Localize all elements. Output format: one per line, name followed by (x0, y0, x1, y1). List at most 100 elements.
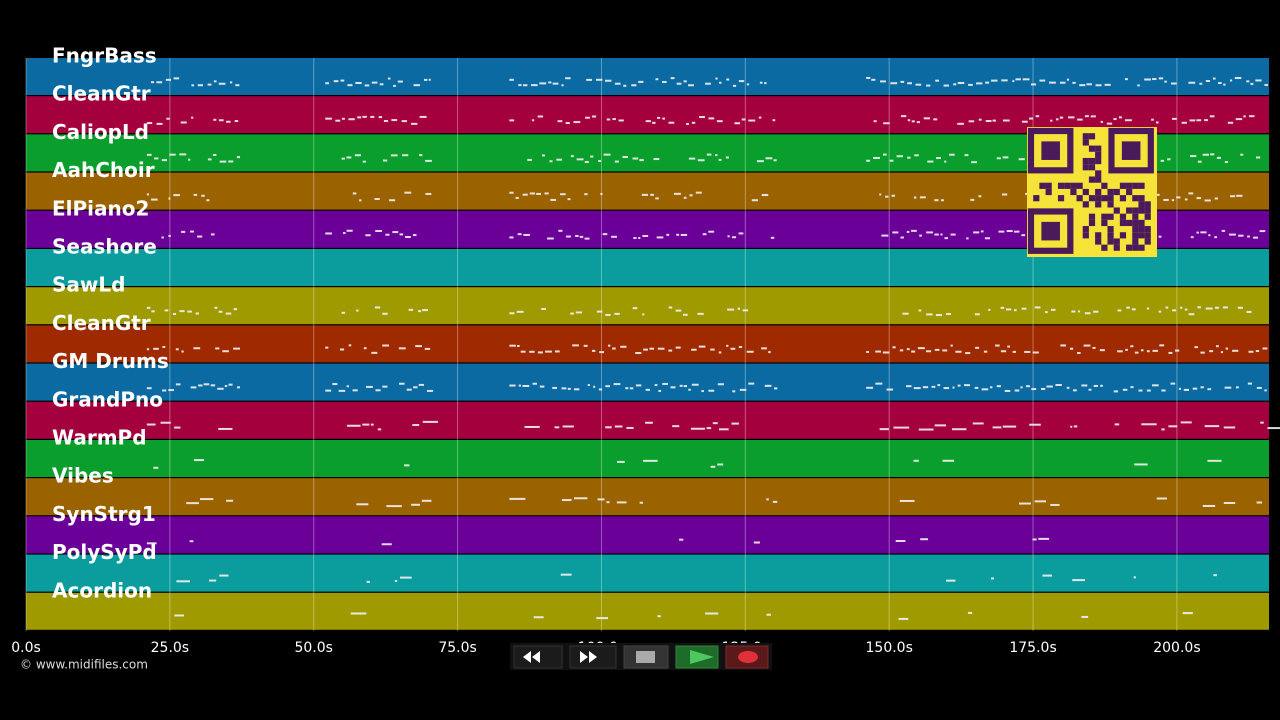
note (732, 84, 737, 87)
note (156, 81, 163, 84)
note (643, 348, 648, 351)
note (1184, 198, 1188, 201)
note (866, 159, 871, 162)
note (866, 76, 871, 79)
note (375, 230, 382, 233)
qr-cell (1082, 201, 1089, 208)
note (911, 120, 915, 123)
note (773, 159, 777, 162)
qr-cell (1082, 133, 1089, 140)
note (392, 231, 399, 234)
note (985, 120, 992, 123)
note (1030, 83, 1037, 86)
note (168, 197, 171, 200)
stop-button[interactable] (623, 645, 669, 669)
note (614, 312, 620, 315)
note (522, 384, 530, 387)
note (1217, 82, 1222, 85)
note (1079, 84, 1086, 87)
note (1146, 389, 1151, 392)
note (164, 309, 169, 312)
note (919, 196, 926, 199)
note (1214, 236, 1218, 239)
note (1106, 122, 1113, 125)
note (370, 115, 375, 118)
note (625, 387, 629, 390)
note (731, 236, 737, 239)
qr-cell (1138, 182, 1145, 189)
note (706, 427, 712, 430)
qr-finder (1041, 141, 1060, 160)
note (1084, 115, 1089, 118)
note (366, 385, 373, 388)
note (1084, 312, 1091, 315)
note (418, 383, 425, 386)
note (618, 119, 624, 122)
note (565, 77, 571, 80)
fast-forward-button[interactable] (569, 645, 617, 669)
note (1151, 118, 1154, 121)
note (1134, 351, 1139, 354)
note (198, 384, 203, 387)
note (1189, 119, 1196, 122)
note (957, 122, 964, 125)
note (172, 313, 177, 316)
note (1070, 347, 1074, 350)
note (1253, 236, 1258, 239)
note (1006, 230, 1013, 233)
qr-finder (1027, 208, 1074, 254)
note (946, 313, 951, 316)
note (197, 84, 203, 87)
note (638, 80, 644, 83)
note (179, 310, 185, 313)
note (343, 232, 346, 235)
qr-cell (1107, 232, 1114, 239)
note (1238, 234, 1244, 237)
note (866, 386, 874, 389)
track-band (26, 478, 1269, 516)
note (715, 77, 718, 80)
qr-cell (1088, 164, 1096, 171)
note (161, 236, 164, 239)
play-button[interactable] (675, 645, 719, 669)
note (175, 383, 181, 386)
note (1259, 230, 1266, 233)
note (1095, 84, 1102, 87)
note (992, 119, 997, 122)
qr-finder (1027, 127, 1074, 174)
note (968, 120, 975, 123)
note (350, 612, 367, 615)
note (584, 193, 588, 196)
note (1160, 159, 1165, 162)
note (612, 347, 616, 350)
note (1002, 425, 1017, 428)
record-button[interactable] (725, 645, 769, 669)
note (225, 312, 232, 315)
note (606, 501, 610, 504)
note (675, 346, 681, 349)
note (237, 386, 240, 389)
qr-cell (1113, 244, 1120, 251)
note (533, 616, 544, 619)
qr-cell (1045, 188, 1052, 196)
note (1073, 425, 1078, 428)
note (399, 233, 404, 236)
note (731, 422, 740, 425)
note (509, 497, 526, 500)
qr-cell (1082, 232, 1089, 239)
note (1032, 538, 1037, 541)
note (374, 198, 380, 201)
note (418, 310, 422, 313)
note (614, 82, 621, 85)
note (738, 345, 743, 348)
note (214, 306, 218, 309)
note (1022, 78, 1030, 81)
note (346, 424, 361, 427)
note (991, 577, 995, 580)
note (1050, 119, 1053, 122)
rewind-button[interactable] (513, 645, 563, 669)
qr-cell (1119, 195, 1127, 202)
note (406, 388, 412, 391)
note (354, 154, 362, 157)
note (940, 233, 943, 236)
